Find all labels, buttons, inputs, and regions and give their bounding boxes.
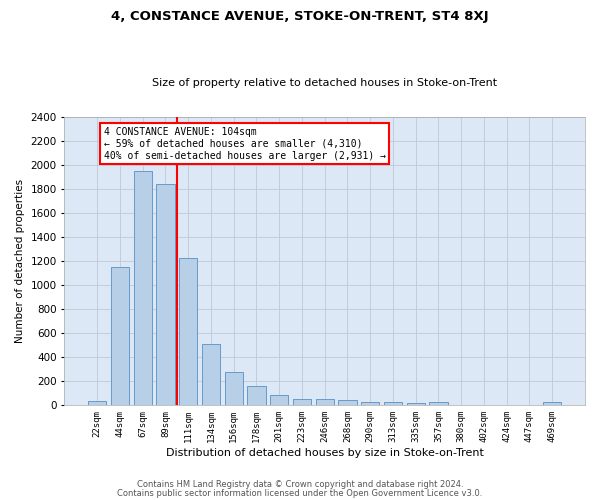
Text: Contains public sector information licensed under the Open Government Licence v3: Contains public sector information licen… xyxy=(118,488,482,498)
Bar xyxy=(202,344,220,405)
Bar xyxy=(157,184,175,405)
Text: Contains HM Land Registry data © Crown copyright and database right 2024.: Contains HM Land Registry data © Crown c… xyxy=(137,480,463,489)
Y-axis label: Number of detached properties: Number of detached properties xyxy=(15,178,25,343)
Bar xyxy=(179,258,197,405)
Bar xyxy=(316,400,334,405)
Bar xyxy=(338,400,356,405)
Bar xyxy=(88,401,106,405)
Bar xyxy=(224,372,243,405)
Title: Size of property relative to detached houses in Stoke-on-Trent: Size of property relative to detached ho… xyxy=(152,78,497,88)
Text: 4, CONSTANCE AVENUE, STOKE-ON-TRENT, ST4 8XJ: 4, CONSTANCE AVENUE, STOKE-ON-TRENT, ST4… xyxy=(111,10,489,23)
Text: 4 CONSTANCE AVENUE: 104sqm
← 59% of detached houses are smaller (4,310)
40% of s: 4 CONSTANCE AVENUE: 104sqm ← 59% of deta… xyxy=(104,128,386,160)
Bar xyxy=(384,402,402,405)
Bar xyxy=(293,399,311,405)
Bar xyxy=(134,170,152,405)
Bar xyxy=(430,402,448,405)
Bar xyxy=(361,402,379,405)
X-axis label: Distribution of detached houses by size in Stoke-on-Trent: Distribution of detached houses by size … xyxy=(166,448,484,458)
Bar xyxy=(407,404,425,405)
Bar xyxy=(111,266,129,405)
Bar xyxy=(270,395,289,405)
Bar xyxy=(247,386,266,405)
Bar xyxy=(543,402,562,405)
